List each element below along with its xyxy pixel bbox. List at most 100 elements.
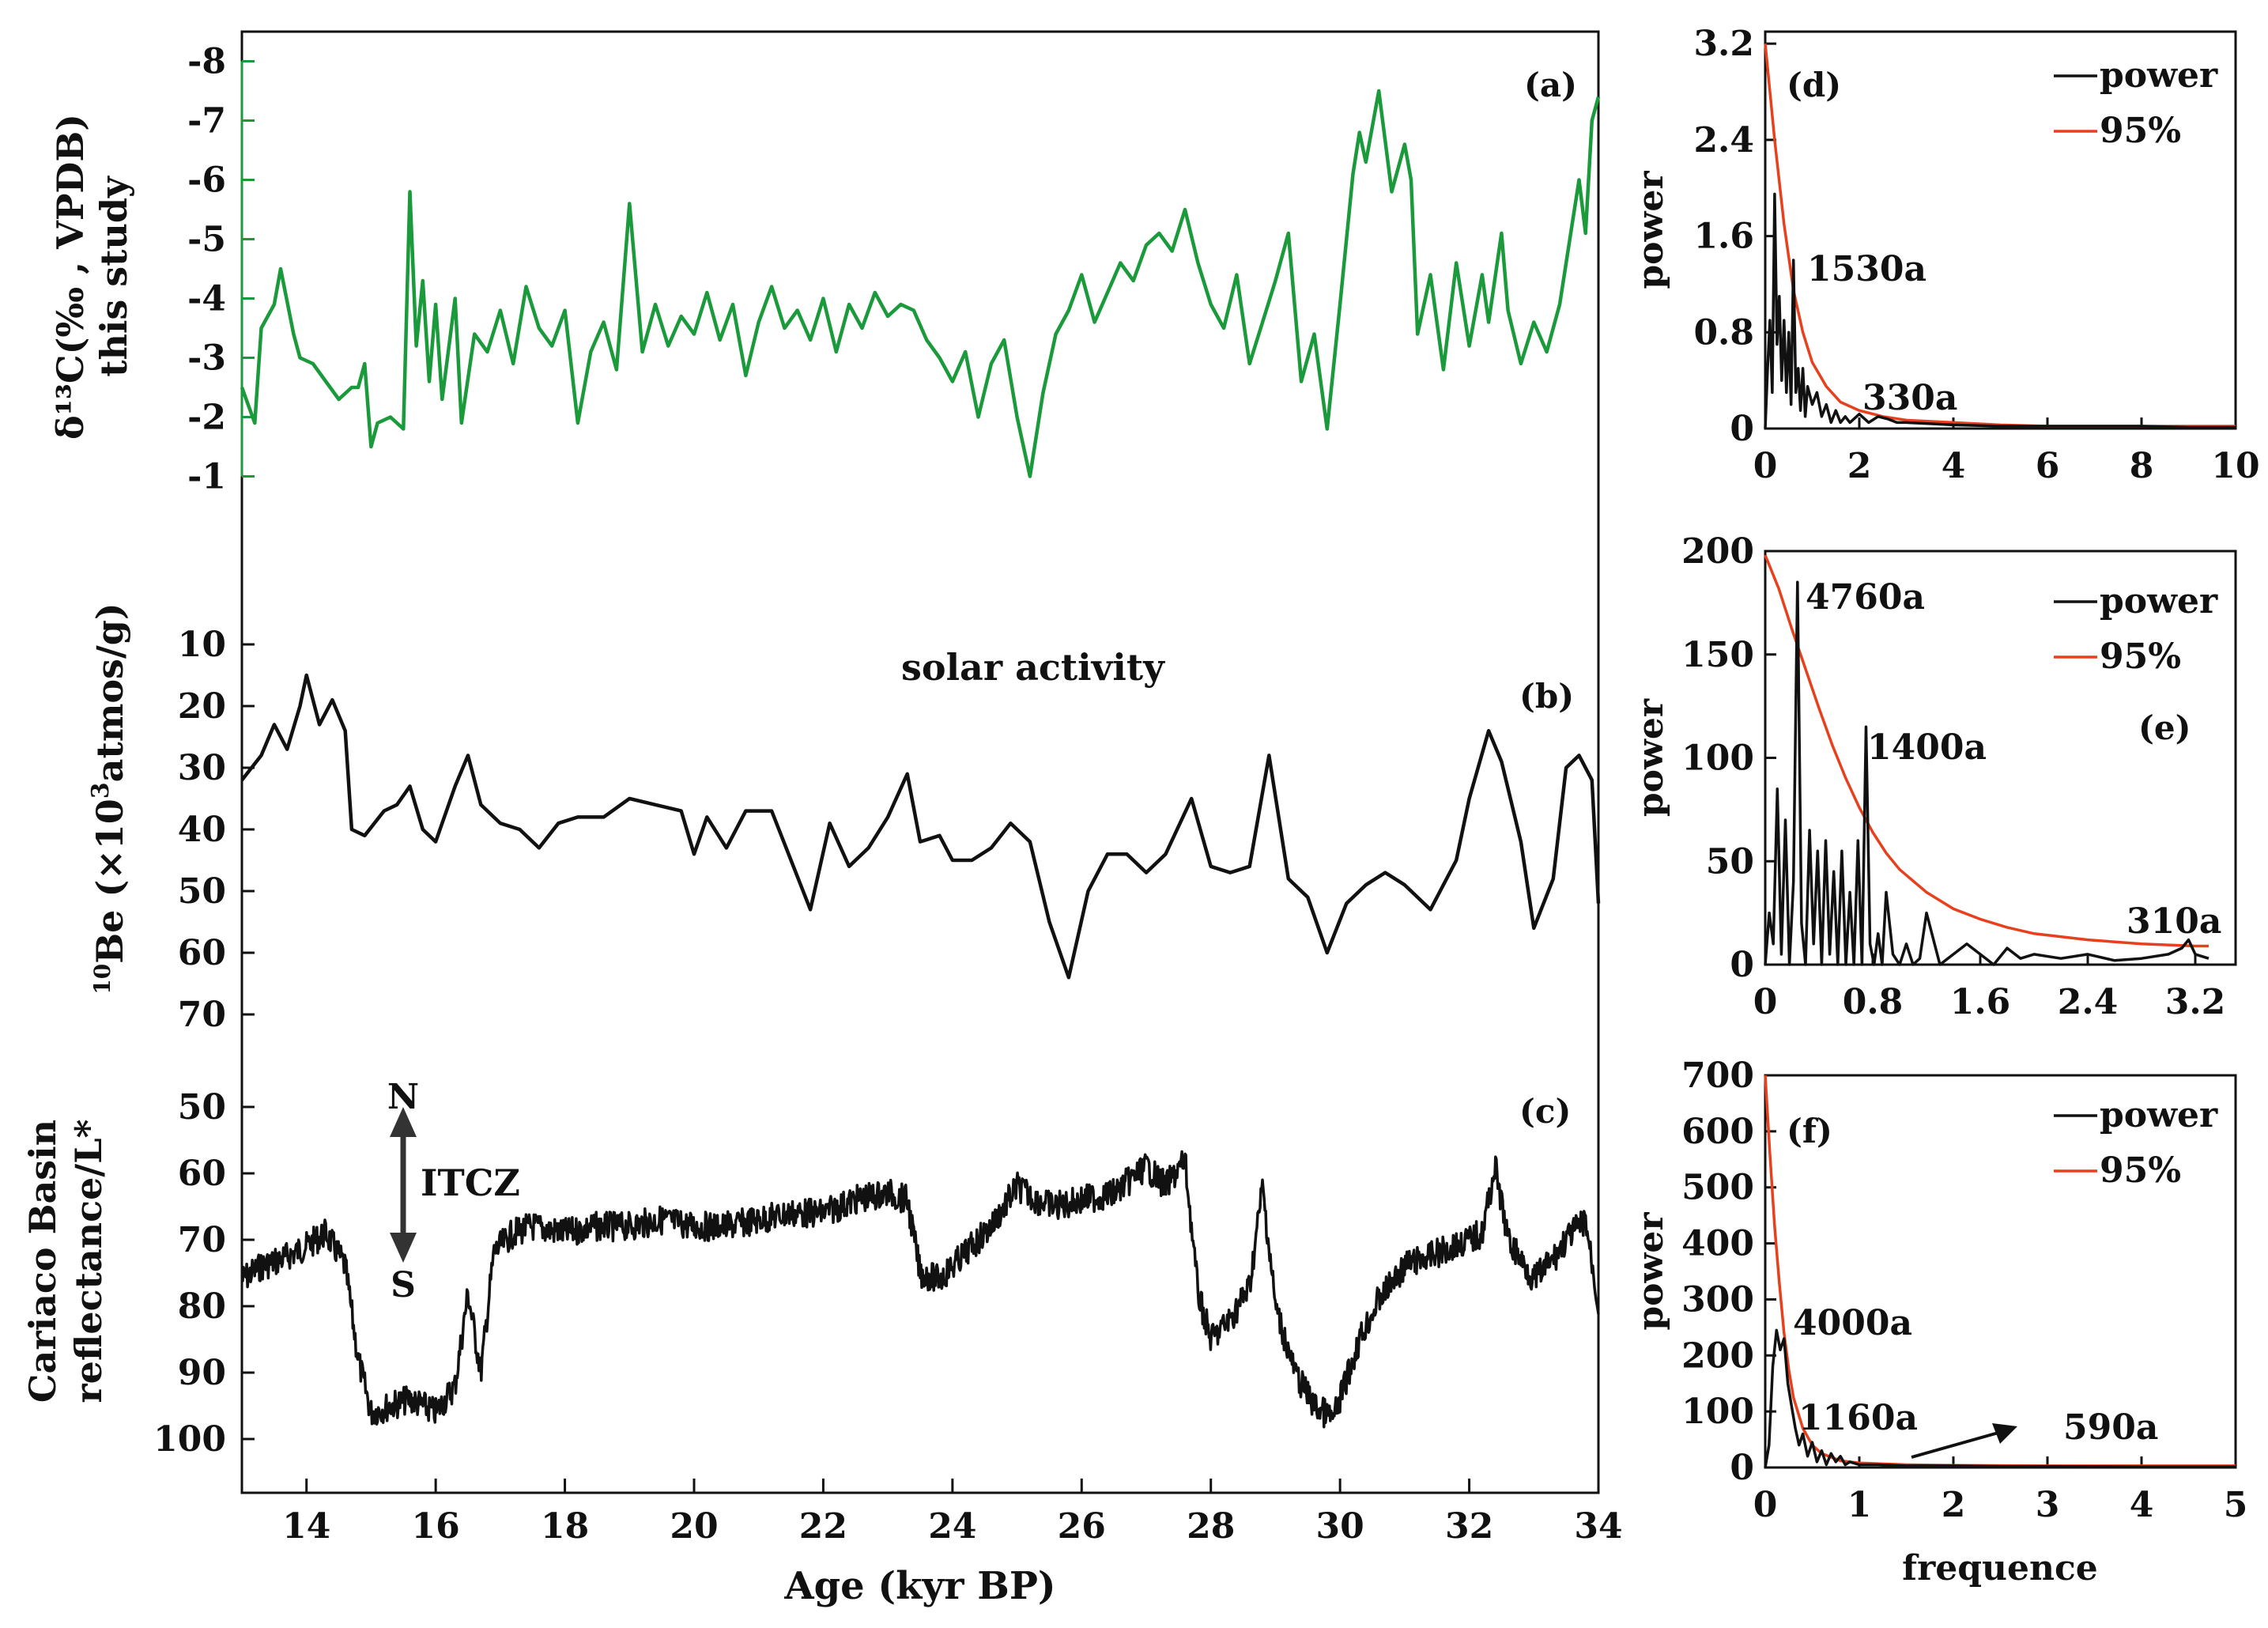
panel-e-ytick-label: 0 (1730, 945, 1754, 985)
panel-e-power-line (1764, 580, 2210, 966)
panel-e-peak-label: 1400a (1867, 727, 1987, 768)
panel-c-ytick-label: 80 (178, 1286, 226, 1327)
panel-e-ylabel: power (1631, 698, 1671, 817)
panel-f: 0 100 200 300 400 500 600 700 0 1 2 3 4 5 power (f) powe… (1631, 1056, 2247, 1525)
panel-f-peak-label: 4000a (1793, 1303, 1912, 1343)
panel-b: 10 20 30 40 50 60 70 (178, 625, 1601, 1035)
panel-f-xtick-label: 0 (1753, 1485, 1778, 1525)
panel-c-ylabel-line1: Cariaco Basin (21, 1120, 64, 1403)
panel-d-ytick-label: 0.8 (1693, 312, 1754, 353)
panel-b-ylabel-pre: 10 (89, 964, 115, 995)
panel-f-peak-label: 590a (2063, 1407, 2158, 1448)
panel-b-ylabel-post: atmos/g) (89, 602, 131, 782)
x-axis-tick-label: 22 (799, 1506, 847, 1547)
panel-c-ylabel-line2: reflectance/L* (67, 1119, 110, 1403)
panel-b-ytick-label: 20 (178, 686, 226, 727)
x-axis-tick-label: 32 (1445, 1506, 1493, 1547)
panel-a-ytick-label: -4 (187, 279, 226, 319)
panel-d-xtick-label: 4 (1942, 446, 1966, 486)
panel-e-peak-label: 4760a (1806, 577, 1925, 618)
panel-f-legend-95: 95% (2100, 1150, 2181, 1191)
panel-f-590a-arrow (1911, 1430, 2005, 1459)
x-axis-tick-label: 28 (1187, 1506, 1235, 1547)
x-axis-tick-label: 20 (670, 1506, 718, 1547)
panel-b-ytick-label: 60 (178, 933, 226, 973)
itcz-double-arrow-icon (390, 1107, 417, 1263)
panel-d-peak-label: 1530a (1807, 249, 1926, 289)
x-axis-tick-label: 34 (1574, 1506, 1622, 1547)
panel-b-series-line (240, 673, 1601, 980)
panel-f-ytick-label: 300 (1681, 1279, 1754, 1320)
panel-f-ytick-label: 100 (1681, 1392, 1754, 1432)
panel-c-series-line (240, 1150, 1600, 1429)
panel-b-ytick-label: 30 (178, 748, 226, 788)
panel-f-ytick-label: 600 (1681, 1112, 1754, 1152)
x-axis-tick-label: 26 (1058, 1506, 1106, 1547)
panel-a-ytick-label: -7 (187, 101, 226, 142)
panel-a-ytick-label: -6 (187, 161, 226, 201)
panel-f-ylabel: power (1631, 1212, 1671, 1331)
panel-f-ytick-label: 500 (1681, 1168, 1754, 1208)
panel-b-ylabel: 10Be (×103atmos/g) (87, 602, 131, 994)
panel-e-ytick-label: 50 (1706, 841, 1754, 882)
panel-d-xtick-label: 0 (1753, 446, 1778, 486)
panel-f-xtick-label: 3 (2036, 1485, 2060, 1525)
panel-d: 0 0.8 1.6 2.4 3.2 0 2 4 6 8 10 power (d) power 95% 1530… (1631, 24, 2260, 486)
panel-f-ytick-label: 400 (1681, 1224, 1754, 1264)
panel-c-ytick-label: 100 (153, 1419, 226, 1460)
panel-d-power-line (1764, 192, 2236, 429)
panel-d-xtick-label: 8 (2130, 446, 2154, 486)
panel-f-ytick-label: 700 (1681, 1056, 1754, 1096)
panel-b-ytick-label: 70 (178, 995, 226, 1035)
panel-c-ytick-label: 90 (178, 1353, 226, 1393)
panel-b-ylabel-main: Be (×10 (89, 799, 131, 963)
panel-a-ytick-label: -5 (187, 220, 226, 260)
panel-d-frame (1764, 30, 2237, 430)
panel-c: 50 60 70 80 90 100 14 16 18 20 22 24 26 28 30 32 34 (153, 1087, 1622, 1547)
panel-f-power-line (1764, 1328, 2236, 1469)
panel-e-ytick-label: 150 (1681, 635, 1754, 675)
x-axis-tick-label: 30 (1316, 1506, 1364, 1547)
x-axis-label: Age (kyr BP) (783, 1564, 1055, 1608)
panel-f-xtick-label: 5 (2224, 1485, 2248, 1525)
panel-a-label: (a) (1524, 66, 1577, 104)
panel-b-ytick-label: 50 (178, 871, 226, 912)
panel-c-label: (c) (1519, 1092, 1571, 1131)
panel-d-peak-label: 330a (1862, 378, 1957, 418)
panel-a: -8 -7 -6 -5 -4 -3 -2 -1 (187, 42, 1601, 497)
panel-d-legend-95: 95% (2100, 111, 2181, 151)
panel-f-xtick-label: 2 (1942, 1485, 1966, 1525)
panel-a-ytick-label: -3 (187, 338, 226, 379)
panel-f-xtick-label: 4 (2130, 1485, 2154, 1525)
solar-activity-annotation: solar activity (901, 646, 1165, 689)
x-axis-tick-label: 14 (282, 1506, 330, 1547)
panel-e-legend-power: power (2100, 581, 2218, 621)
panel-e-label: (e) (2138, 708, 2191, 747)
main-plot-frame (240, 30, 1600, 1494)
panel-d-xtick-label: 10 (2211, 446, 2259, 486)
panel-b-label: (b) (1519, 677, 1574, 716)
panel-e-xtick-label: 0 (1753, 982, 1778, 1022)
panel-f-ytick-label: 0 (1730, 1448, 1754, 1488)
panel-d-ytick-label: 1.6 (1693, 217, 1754, 257)
panel-a-ytick-label: -1 (187, 457, 226, 497)
itcz-label: ITCZ (421, 1162, 520, 1204)
panel-e: 0 50 100 150 200 0 0.8 1.6 2.4 3.2 power (e) power 95… (1631, 531, 2237, 1022)
panel-a-series-line (240, 89, 1601, 478)
itcz-south-label: S (391, 1265, 416, 1305)
panel-e-xtick-label: 1.6 (1950, 982, 2011, 1022)
panel-f-label: (f) (1787, 1112, 1832, 1150)
panel-e-legend-95: 95% (2100, 636, 2181, 677)
panel-a-ylabel-line2: this study (92, 176, 135, 377)
panel-e-xtick-label: 3.2 (2165, 982, 2226, 1022)
panel-e-ytick-label: 100 (1681, 738, 1754, 779)
x-axis-tick-label: 16 (412, 1506, 460, 1547)
panel-d-label: (d) (1787, 66, 1841, 104)
panel-e-ytick-label: 200 (1681, 531, 1754, 572)
panel-e-95-line (1764, 554, 2209, 948)
panel-e-peak-label: 310a (2126, 901, 2221, 942)
panel-d-ytick-label: 2.4 (1693, 120, 1754, 161)
panel-d-ytick-label: 3.2 (1693, 24, 1754, 64)
panel-d-legend-power: power (2100, 55, 2218, 96)
panel-d-xtick-label: 2 (1847, 446, 1872, 486)
